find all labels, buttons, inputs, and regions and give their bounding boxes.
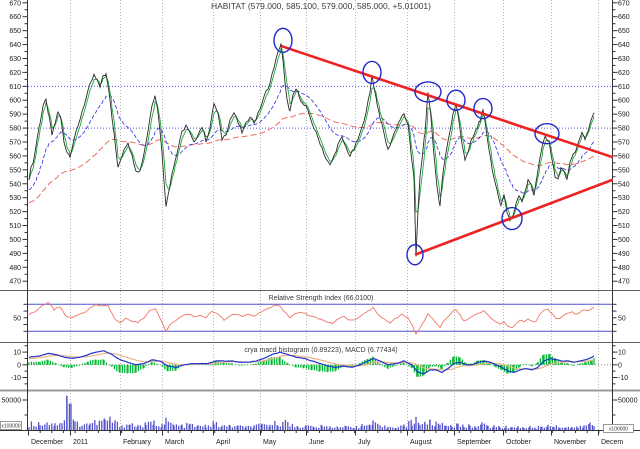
svg-text:600: 600 bbox=[618, 98, 630, 105]
svg-text:550: 550 bbox=[9, 167, 21, 174]
svg-text:-10: -10 bbox=[618, 375, 628, 382]
svg-text:April: April bbox=[216, 439, 230, 446]
price-axis-ticks-labels: 470 470 480 480 490 490 500 500 510 510 520 520 530 5… bbox=[9, 0, 629, 285]
svg-text:December: December bbox=[31, 439, 64, 446]
rsi-band-lines bbox=[28, 303, 612, 332]
svg-text:10: 10 bbox=[13, 350, 21, 357]
svg-text:0: 0 bbox=[17, 362, 21, 369]
svg-text:650: 650 bbox=[9, 28, 21, 35]
svg-text:June: June bbox=[309, 439, 324, 446]
svg-text:660: 660 bbox=[9, 14, 21, 21]
svg-text:530: 530 bbox=[9, 195, 21, 202]
svg-text:640: 640 bbox=[618, 42, 630, 49]
macd-series-layer bbox=[28, 350, 595, 378]
svg-text:510: 510 bbox=[618, 223, 630, 230]
svg-text:480: 480 bbox=[9, 265, 21, 272]
svg-text:620: 620 bbox=[9, 70, 21, 77]
svg-text:October: October bbox=[506, 439, 532, 446]
svg-text:670: 670 bbox=[9, 0, 21, 7]
svg-text:480: 480 bbox=[618, 265, 630, 272]
svg-text:10: 10 bbox=[618, 350, 626, 357]
svg-text:0: 0 bbox=[618, 362, 622, 369]
svg-text:560: 560 bbox=[618, 153, 630, 160]
svg-text:May: May bbox=[263, 439, 277, 446]
circle-annotations bbox=[273, 27, 560, 266]
svg-text:490: 490 bbox=[618, 251, 630, 258]
svg-text:50000: 50000 bbox=[2, 398, 22, 405]
svg-text:470: 470 bbox=[618, 279, 630, 286]
svg-text:590: 590 bbox=[618, 112, 630, 119]
svg-text:520: 520 bbox=[618, 209, 630, 216]
scale-note-text: x100000 bbox=[1, 424, 20, 430]
svg-text:500: 500 bbox=[618, 237, 630, 244]
svg-text:Decem: Decem bbox=[601, 439, 623, 446]
svg-text:490: 490 bbox=[9, 251, 21, 258]
macd-panel-title: crya macd histogram (0.89223), MACD (6.7… bbox=[244, 347, 397, 354]
svg-text:50: 50 bbox=[618, 315, 626, 322]
rsi-series-layer bbox=[28, 301, 595, 335]
svg-text:630: 630 bbox=[618, 56, 630, 63]
svg-text:660: 660 bbox=[618, 14, 630, 21]
volume-bars-layer bbox=[28, 395, 595, 430]
svg-text:-10: -10 bbox=[11, 375, 21, 382]
svg-text:August: August bbox=[410, 439, 432, 446]
rsi-panel-title: Relative Strength Index (66.0100) bbox=[269, 295, 374, 302]
svg-text:470: 470 bbox=[9, 279, 21, 286]
svg-text:610: 610 bbox=[9, 84, 21, 91]
svg-text:560: 560 bbox=[9, 153, 21, 160]
macd-axis-ticks-labels: 10 10 0 0 -10 -10 bbox=[11, 345, 628, 385]
svg-text:50: 50 bbox=[13, 315, 21, 322]
svg-text:520: 520 bbox=[9, 209, 21, 216]
svg-text:510: 510 bbox=[9, 223, 21, 230]
svg-text:50000: 50000 bbox=[618, 398, 638, 405]
volume-axis-ticks-labels: 50000 50000 bbox=[2, 398, 638, 416]
svg-text:670: 670 bbox=[618, 0, 630, 7]
volume-scale-note-right: x100000 bbox=[603, 424, 634, 433]
svg-text:September: September bbox=[457, 439, 492, 446]
svg-text:2011: 2011 bbox=[73, 439, 88, 446]
scale-note-box bbox=[0, 421, 22, 430]
svg-text:630: 630 bbox=[9, 56, 21, 63]
svg-text:July: July bbox=[358, 439, 371, 446]
svg-text:650: 650 bbox=[618, 28, 630, 35]
svg-text:600: 600 bbox=[9, 98, 21, 105]
scale-note-box bbox=[603, 424, 634, 433]
svg-text:640: 640 bbox=[9, 42, 21, 49]
svg-text:540: 540 bbox=[618, 181, 630, 188]
volume-scale-note-left: x100000 bbox=[0, 421, 22, 430]
svg-text:March: March bbox=[165, 439, 185, 446]
svg-text:550: 550 bbox=[618, 167, 630, 174]
svg-text:580: 580 bbox=[9, 126, 21, 133]
time-axis-ticks-labels: December 2011 February March April May June Jul… bbox=[28, 430, 623, 446]
svg-text:570: 570 bbox=[618, 140, 630, 147]
svg-text:November: November bbox=[554, 439, 587, 446]
svg-text:570: 570 bbox=[9, 140, 21, 147]
scale-note-text: x100000 bbox=[609, 427, 628, 433]
svg-text:540: 540 bbox=[9, 181, 21, 188]
svg-text:February: February bbox=[123, 439, 152, 446]
rsi-axis-ticks-labels: 50 50 bbox=[13, 303, 626, 332]
svg-text:610: 610 bbox=[618, 84, 630, 91]
svg-text:590: 590 bbox=[9, 112, 21, 119]
svg-text:580: 580 bbox=[618, 126, 630, 133]
chart-title: HABITAT (579.000, 585.100, 579.000, 585.… bbox=[211, 1, 431, 11]
svg-text:530: 530 bbox=[618, 195, 630, 202]
svg-text:620: 620 bbox=[618, 70, 630, 77]
svg-text:500: 500 bbox=[9, 237, 21, 244]
